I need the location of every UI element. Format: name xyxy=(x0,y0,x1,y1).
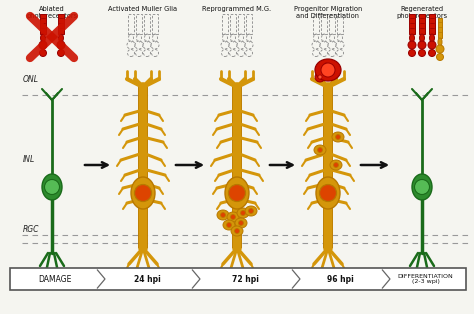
Ellipse shape xyxy=(217,210,229,220)
Ellipse shape xyxy=(410,34,414,42)
Circle shape xyxy=(228,185,246,202)
Ellipse shape xyxy=(429,34,435,42)
Ellipse shape xyxy=(42,174,62,200)
Bar xyxy=(10,268,466,290)
Circle shape xyxy=(135,185,152,202)
Ellipse shape xyxy=(245,206,257,216)
Text: 72 hpi: 72 hpi xyxy=(232,274,258,284)
Ellipse shape xyxy=(438,38,442,46)
Ellipse shape xyxy=(227,212,239,222)
Text: Reprogrammed M.G.: Reprogrammed M.G. xyxy=(202,6,272,12)
Ellipse shape xyxy=(315,59,341,81)
Bar xyxy=(419,14,425,34)
Bar xyxy=(40,14,46,34)
Circle shape xyxy=(321,60,331,70)
Text: DAMAGE: DAMAGE xyxy=(38,274,72,284)
Bar xyxy=(321,14,327,34)
Text: RGC: RGC xyxy=(23,225,39,235)
Circle shape xyxy=(436,45,444,53)
Bar xyxy=(438,18,442,38)
Circle shape xyxy=(315,72,325,82)
Text: Progenitor Migration
and Differentiation: Progenitor Migration and Differentiation xyxy=(294,6,362,19)
Ellipse shape xyxy=(225,177,249,209)
Ellipse shape xyxy=(58,34,64,42)
Circle shape xyxy=(227,223,231,228)
Circle shape xyxy=(248,208,254,214)
Circle shape xyxy=(324,63,328,67)
Text: INL: INL xyxy=(23,155,35,165)
Circle shape xyxy=(235,229,239,234)
Circle shape xyxy=(230,214,236,219)
Bar xyxy=(144,14,150,34)
Bar xyxy=(337,14,343,34)
Circle shape xyxy=(318,148,322,153)
Bar xyxy=(313,14,319,34)
Circle shape xyxy=(428,50,436,57)
Text: ONL: ONL xyxy=(23,75,39,84)
Circle shape xyxy=(418,41,426,49)
Bar xyxy=(222,14,228,34)
Bar xyxy=(429,14,435,34)
Circle shape xyxy=(334,163,338,167)
Circle shape xyxy=(409,50,416,57)
Ellipse shape xyxy=(419,34,425,42)
Bar xyxy=(329,14,335,34)
Ellipse shape xyxy=(223,220,235,230)
Ellipse shape xyxy=(330,160,342,170)
Circle shape xyxy=(39,41,47,49)
Circle shape xyxy=(57,50,64,57)
Circle shape xyxy=(419,50,426,57)
Ellipse shape xyxy=(316,177,340,209)
Ellipse shape xyxy=(231,226,243,236)
Circle shape xyxy=(336,134,340,139)
Text: 96 hpi: 96 hpi xyxy=(327,274,354,284)
Ellipse shape xyxy=(235,218,247,228)
Circle shape xyxy=(414,180,429,194)
Ellipse shape xyxy=(412,174,432,200)
Circle shape xyxy=(57,41,65,49)
Circle shape xyxy=(45,180,60,194)
Ellipse shape xyxy=(237,208,249,218)
Bar xyxy=(246,14,252,34)
Circle shape xyxy=(318,75,322,79)
Ellipse shape xyxy=(40,34,46,42)
Ellipse shape xyxy=(332,132,344,142)
Circle shape xyxy=(39,50,46,57)
Text: Activated Muller Glia: Activated Muller Glia xyxy=(109,6,178,12)
Bar xyxy=(230,14,236,34)
Bar xyxy=(409,14,415,34)
Text: Ablated
photoreceptors: Ablated photoreceptors xyxy=(27,6,78,19)
Circle shape xyxy=(240,210,246,215)
Bar xyxy=(152,14,158,34)
Bar xyxy=(128,14,134,34)
Circle shape xyxy=(408,41,416,49)
Circle shape xyxy=(330,71,334,75)
Ellipse shape xyxy=(131,177,155,209)
Bar xyxy=(58,14,64,34)
Circle shape xyxy=(220,213,226,218)
Text: 24 hpi: 24 hpi xyxy=(134,274,161,284)
Ellipse shape xyxy=(314,145,326,155)
Circle shape xyxy=(238,220,244,225)
Circle shape xyxy=(437,53,444,61)
Circle shape xyxy=(327,68,337,78)
Text: Regenerated
photoreceptors: Regenerated photoreceptors xyxy=(396,6,447,19)
Circle shape xyxy=(321,63,335,77)
Text: DIFFERENTIATION
(2-3 wpi): DIFFERENTIATION (2-3 wpi) xyxy=(398,273,453,284)
Bar xyxy=(238,14,244,34)
Circle shape xyxy=(428,41,436,49)
Bar xyxy=(136,14,142,34)
Circle shape xyxy=(319,185,337,202)
